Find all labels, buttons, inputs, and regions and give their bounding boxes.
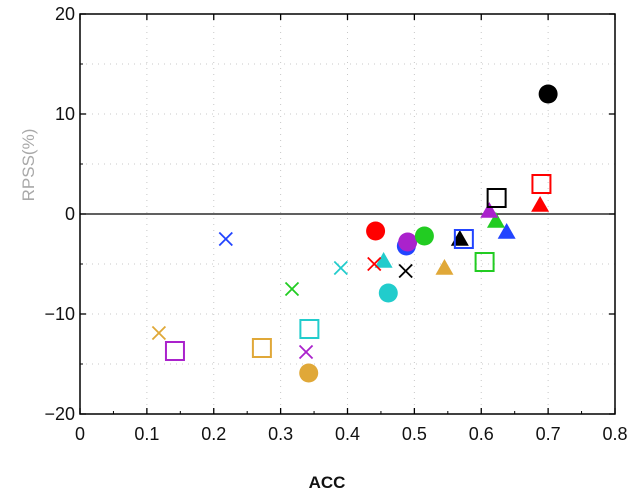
x-stroke <box>284 281 300 297</box>
x-stroke <box>151 325 167 341</box>
orange-square-point <box>251 338 272 358</box>
blue-triangle-point <box>497 223 516 239</box>
black-square-point <box>486 188 507 208</box>
cyan-square-point <box>299 319 320 339</box>
y-tick-label: 10 <box>55 104 75 124</box>
x-stroke <box>298 344 314 360</box>
orange-triangle-point <box>435 259 454 275</box>
y-axis-title: RPSS(%) <box>19 129 38 202</box>
grid-lines <box>80 14 615 414</box>
x-stroke <box>218 231 233 247</box>
green-triangle-point <box>486 212 505 228</box>
purple-circle-point <box>398 232 418 252</box>
red-square-point <box>531 174 552 194</box>
black-x-point <box>398 263 413 279</box>
red-circle-point <box>366 221 386 241</box>
x-tick-label: 0.4 <box>335 424 360 444</box>
x-axis-title: ACC <box>309 473 346 492</box>
axis-ticks <box>79 13 616 415</box>
x-stroke <box>367 256 382 272</box>
cyan-triangle-point <box>374 252 393 268</box>
y-tick-label: −10 <box>44 304 75 324</box>
orange-circle-point <box>299 363 319 383</box>
purple-triangle-point <box>480 202 499 218</box>
x-tick-label: 0.2 <box>201 424 226 444</box>
x-tick-label: 0.5 <box>402 424 427 444</box>
x-stroke <box>333 260 348 276</box>
black-triangle-point <box>450 230 469 246</box>
cyan-circle-point <box>378 283 398 303</box>
green-circle-point <box>414 226 434 246</box>
y-tick-label: 0 <box>65 204 75 224</box>
x-stroke <box>398 263 413 279</box>
x-tick-label: 0.6 <box>469 424 494 444</box>
red-triangle-point <box>531 196 550 212</box>
x-tick-label: 0.7 <box>536 424 561 444</box>
x-tick-label: 0.8 <box>602 424 627 444</box>
y-tick-label: 20 <box>55 4 75 24</box>
blue-square-point <box>453 229 474 249</box>
cyan-x-point <box>333 260 348 276</box>
x-tick-label: 0.3 <box>268 424 293 444</box>
red-x-point <box>367 256 382 272</box>
tick-labels: 0 0.1 0.2 0.3 0.4 0.5 0.6 0.7 0.8 −20 −10 0 10 20 <box>44 4 627 444</box>
x-tick-label: 0 <box>75 424 85 444</box>
black-circle-point <box>538 84 558 104</box>
purple-square-point <box>164 341 185 361</box>
purple-x-point <box>298 344 314 360</box>
y-tick-label: −20 <box>44 404 75 424</box>
data-points <box>151 84 558 383</box>
x-tick-label: 0.1 <box>134 424 159 444</box>
green-x-point <box>284 281 300 297</box>
orange-x-point <box>151 325 167 341</box>
blue-x-point <box>218 231 233 247</box>
green-square-point <box>474 252 495 272</box>
